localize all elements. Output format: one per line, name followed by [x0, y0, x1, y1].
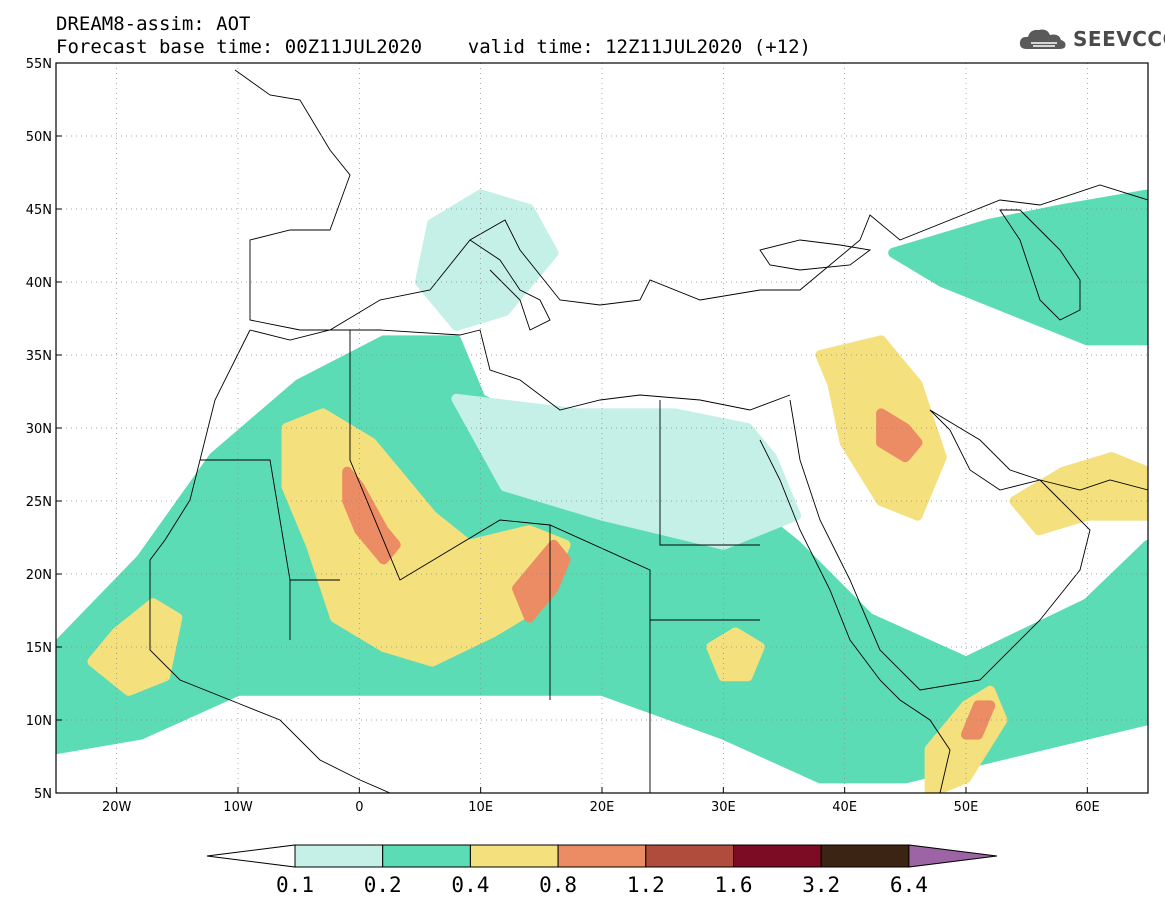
colorbar-bin-0.8: [557, 844, 647, 868]
colorbar-bin-1.6: [733, 844, 822, 868]
colorbar-above-arrow: [908, 844, 997, 868]
colorbar-label-0.2: 0.2: [363, 873, 402, 897]
aot-region-somalia-core: [961, 700, 996, 740]
aot-region-gulf-to-pakistan: [1009, 452, 1148, 536]
colorbar-bin-3.2: [820, 844, 910, 868]
lat-label-45N: 45N: [26, 203, 52, 218]
lon-label-40E: 40E: [832, 800, 857, 815]
borders: [200, 330, 760, 793]
colorbar-below-arrow: [206, 844, 296, 868]
lon-label-20E: 20E: [590, 800, 615, 815]
caspian: [999, 209, 1081, 321]
coastline-layer: [149, 69, 1148, 793]
colorbar-bin-0.2: [382, 844, 471, 868]
europe-coast: [234, 69, 1148, 331]
lat-label-30N: 30N: [26, 422, 52, 437]
axis-ticks: 20W 10W 0 10E 20E 30E 40E 50E 60E 55N 50N 45N 40N 35N…: [26, 57, 1100, 815]
lat-label-35N: 35N: [26, 349, 52, 364]
colorbar-label-6.4: 6.4: [889, 873, 928, 897]
colorbar-bin-0.4: [469, 844, 559, 868]
forecast-time-label: Forecast base time: 00Z11JUL2020 valid t…: [56, 36, 811, 58]
aot-region-mauritania-coast: [87, 598, 183, 696]
italy: [469, 239, 551, 331]
africa-west-coast: [149, 329, 391, 793]
africa-north-coast: [249, 329, 791, 411]
lon-label-20W: 20W: [102, 800, 132, 815]
lon-label-60E: 60E: [1075, 800, 1100, 815]
lat-label-10N: 10N: [26, 714, 52, 729]
colorbar-label-1.6: 1.6: [714, 873, 753, 897]
logo-text: SEEVCCC: [1073, 27, 1165, 51]
colorbar-label-0.1: 0.1: [276, 873, 314, 897]
colorbar-label-3.2: 3.2: [802, 873, 841, 897]
colorbar-label-1.2: 1.2: [626, 873, 665, 897]
aot-region-egypt-light: [451, 393, 802, 550]
lon-label-10W: 10W: [223, 800, 253, 815]
colorbar-bin-0.1: [294, 844, 384, 868]
lon-label-0: 0: [355, 800, 363, 815]
red-sea-west: [759, 439, 951, 793]
lat-label-20N: 20N: [26, 568, 52, 583]
colorbar: [206, 844, 997, 868]
colorbar-label-0.4: 0.4: [451, 873, 490, 897]
black-sea: [759, 239, 872, 271]
lon-label-30E: 30E: [711, 800, 736, 815]
lat-label-15N: 15N: [26, 641, 52, 656]
seevccc-logo: SEEVCCC: [1017, 24, 1165, 54]
persia-coast: [929, 409, 1148, 491]
lat-label-5N: 5N: [34, 787, 52, 802]
lat-label-40N: 40N: [26, 276, 52, 291]
aot-region-chad-plume: [512, 539, 571, 623]
colorbar-bin-1.2: [645, 844, 734, 868]
lat-label-55N: 55N: [26, 57, 52, 72]
lon-label-50E: 50E: [954, 800, 979, 815]
cloud-icon: [1019, 29, 1066, 49]
graticule: [56, 63, 1148, 793]
arabia-coast: [789, 399, 1091, 691]
lon-label-10E: 10E: [468, 800, 493, 815]
aot-region-mediterranean-light: [415, 189, 559, 331]
colorbar-label-0.8: 0.8: [539, 873, 578, 897]
lat-label-25N: 25N: [26, 495, 52, 510]
map-title: DREAM8-assim: AOT: [56, 13, 251, 35]
aot-field-layer: [56, 189, 1148, 793]
aot-region-iraq-core: [876, 408, 923, 463]
aot-region-sudan-spot: [706, 627, 765, 682]
aot-region-central-asia: [888, 189, 1148, 346]
lat-label-50N: 50N: [26, 130, 52, 145]
